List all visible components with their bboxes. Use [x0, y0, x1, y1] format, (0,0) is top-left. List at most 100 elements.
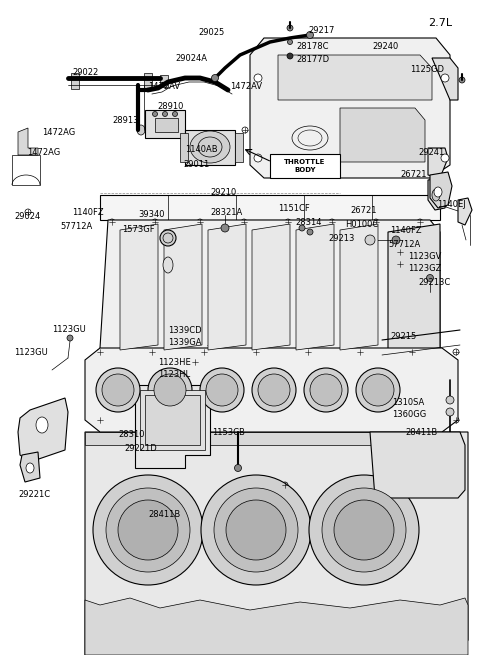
Polygon shape	[430, 172, 452, 208]
Bar	[140, 390, 205, 450]
Polygon shape	[180, 133, 188, 162]
Bar	[160, 75, 168, 87]
Text: 1339CD: 1339CD	[168, 326, 202, 335]
Ellipse shape	[310, 374, 342, 406]
Text: 29240: 29240	[372, 42, 398, 51]
Polygon shape	[164, 224, 202, 350]
Text: 1140FZ: 1140FZ	[390, 226, 421, 235]
Text: 1123GU: 1123GU	[14, 348, 48, 357]
Text: 28321A: 28321A	[210, 208, 242, 217]
Text: 29024: 29024	[14, 212, 40, 221]
Ellipse shape	[434, 187, 442, 197]
Bar	[100, 195, 440, 220]
Polygon shape	[340, 108, 425, 162]
Ellipse shape	[26, 463, 34, 473]
Text: 29221C: 29221C	[18, 490, 50, 499]
Ellipse shape	[307, 31, 313, 39]
Polygon shape	[85, 432, 460, 445]
Polygon shape	[18, 128, 38, 155]
Ellipse shape	[254, 74, 262, 82]
Ellipse shape	[446, 396, 454, 404]
Ellipse shape	[36, 417, 48, 433]
Ellipse shape	[154, 374, 186, 406]
Ellipse shape	[160, 230, 176, 246]
Polygon shape	[85, 432, 468, 655]
Text: 1310SA: 1310SA	[392, 398, 424, 407]
Polygon shape	[278, 55, 432, 100]
Text: 57712A: 57712A	[388, 240, 420, 249]
Ellipse shape	[148, 368, 192, 412]
Ellipse shape	[427, 274, 433, 282]
Ellipse shape	[287, 25, 293, 31]
Text: 1151CF: 1151CF	[278, 204, 310, 213]
Ellipse shape	[153, 111, 157, 117]
Ellipse shape	[235, 464, 241, 472]
Ellipse shape	[163, 111, 168, 117]
Text: 1140FZ: 1140FZ	[72, 208, 104, 217]
Text: 1125GD: 1125GD	[410, 65, 444, 74]
Text: 1360GG: 1360GG	[392, 410, 426, 419]
Ellipse shape	[190, 131, 230, 163]
Text: 1339GA: 1339GA	[168, 338, 202, 347]
Polygon shape	[250, 38, 450, 178]
Ellipse shape	[459, 77, 465, 83]
Polygon shape	[18, 398, 68, 462]
Polygon shape	[458, 198, 472, 225]
Ellipse shape	[206, 374, 238, 406]
Ellipse shape	[200, 368, 244, 412]
Polygon shape	[20, 452, 40, 482]
Ellipse shape	[102, 374, 134, 406]
Text: 1123GV: 1123GV	[408, 252, 442, 261]
Ellipse shape	[118, 500, 178, 560]
Ellipse shape	[163, 257, 173, 273]
Text: 2.7L: 2.7L	[428, 18, 452, 28]
Text: 29210: 29210	[210, 188, 236, 197]
Ellipse shape	[214, 488, 298, 572]
Text: 29221D: 29221D	[124, 444, 157, 453]
Text: 1123HE: 1123HE	[158, 358, 191, 367]
Text: 1153CB: 1153CB	[212, 428, 245, 437]
Polygon shape	[370, 432, 465, 498]
Ellipse shape	[287, 53, 293, 59]
Polygon shape	[388, 224, 440, 355]
Polygon shape	[432, 58, 458, 100]
Text: 26721: 26721	[400, 170, 427, 179]
Polygon shape	[185, 130, 235, 165]
Polygon shape	[208, 224, 246, 350]
Polygon shape	[428, 148, 448, 178]
Text: 29022: 29022	[72, 68, 98, 77]
Polygon shape	[100, 220, 440, 358]
Text: 1573GF: 1573GF	[122, 225, 155, 234]
Ellipse shape	[137, 125, 145, 135]
Ellipse shape	[258, 374, 290, 406]
Bar	[145, 395, 200, 445]
Ellipse shape	[252, 368, 296, 412]
Ellipse shape	[212, 75, 218, 81]
Text: 28411B: 28411B	[148, 510, 180, 519]
Ellipse shape	[392, 236, 400, 244]
Ellipse shape	[172, 111, 178, 117]
Text: 28910: 28910	[157, 102, 183, 111]
Text: 28177D: 28177D	[296, 55, 329, 64]
Text: 1123GZ: 1123GZ	[408, 264, 442, 273]
Text: 39340: 39340	[138, 210, 165, 219]
Text: 1140EJ: 1140EJ	[437, 200, 466, 209]
Polygon shape	[155, 118, 178, 132]
Text: 29213: 29213	[328, 234, 354, 243]
Text: 1140AB: 1140AB	[185, 145, 217, 154]
Ellipse shape	[226, 500, 286, 560]
Text: 29025: 29025	[198, 28, 224, 37]
Ellipse shape	[334, 500, 394, 560]
Text: 1123HL: 1123HL	[158, 370, 190, 379]
Text: 28178C: 28178C	[296, 42, 328, 51]
Polygon shape	[296, 224, 334, 350]
Text: 57712A: 57712A	[60, 222, 92, 231]
Ellipse shape	[322, 488, 406, 572]
Ellipse shape	[309, 475, 419, 585]
Ellipse shape	[307, 229, 313, 235]
Text: 1472AV: 1472AV	[148, 82, 180, 91]
Bar	[144, 73, 152, 89]
Text: 28411B: 28411B	[405, 428, 437, 437]
Polygon shape	[85, 598, 468, 655]
Ellipse shape	[221, 224, 229, 232]
